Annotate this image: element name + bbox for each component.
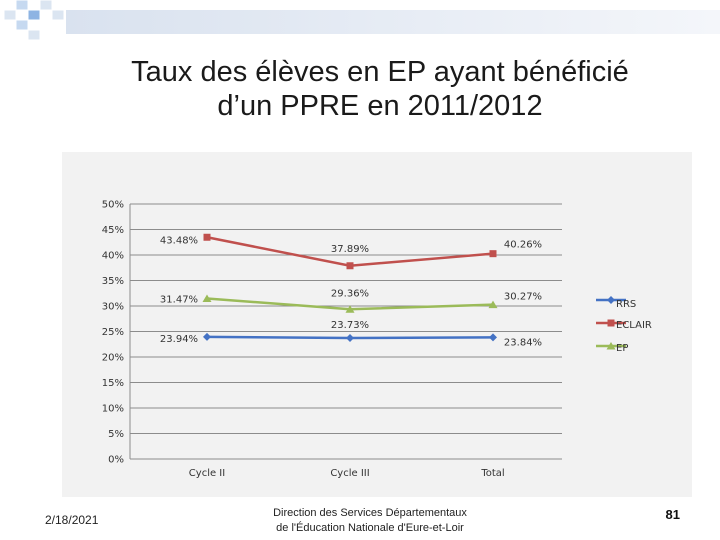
slide-title-line2: d’un PPRE en 2011/2012 bbox=[217, 90, 543, 122]
x-tick-label: Cycle II bbox=[189, 468, 225, 479]
data-point-rrs bbox=[203, 332, 211, 341]
y-tick-label: 35% bbox=[102, 276, 124, 287]
data-label-rrs: 23.94% bbox=[160, 334, 198, 345]
slide-title: Taux des élèves en EP ayant bénéficié d’… bbox=[40, 55, 720, 123]
y-tick-label: 5% bbox=[108, 429, 124, 440]
legend-marker-rrs bbox=[607, 296, 615, 304]
data-point-eclair bbox=[346, 262, 354, 270]
data-label-eclair: 37.89% bbox=[331, 244, 369, 255]
y-tick-label: 20% bbox=[102, 353, 124, 364]
legend-marker-eclair bbox=[607, 319, 615, 327]
data-label-rrs: 23.84% bbox=[504, 337, 542, 348]
page-number: 81 bbox=[665, 507, 680, 522]
y-tick-label: 50% bbox=[102, 200, 124, 211]
legend-entry-eclair: ECLAIR bbox=[616, 320, 652, 331]
legend-entry-rrs: RRS bbox=[616, 299, 636, 310]
data-point-rrs bbox=[346, 333, 354, 342]
legend-marker-ep bbox=[606, 342, 616, 350]
y-tick-label: 25% bbox=[102, 327, 124, 338]
data-point-ep bbox=[488, 300, 498, 309]
data-point-eclair bbox=[203, 233, 211, 241]
data-label-rrs: 23.73% bbox=[331, 320, 369, 331]
slide-title-line1: Taux des élèves en EP ayant bénéficié bbox=[131, 56, 629, 88]
data-point-ep bbox=[202, 294, 212, 303]
data-point-ep bbox=[345, 305, 355, 313]
y-tick-label: 10% bbox=[102, 404, 124, 415]
x-tick-label: Total bbox=[480, 468, 504, 479]
data-point-eclair bbox=[489, 250, 497, 258]
slide-footer: Direction des Services Départementaux de… bbox=[230, 506, 510, 536]
y-tick-label: 30% bbox=[102, 302, 124, 313]
data-label-eclair: 43.48% bbox=[160, 235, 198, 246]
data-label-eclair: 40.26% bbox=[504, 240, 542, 251]
footer-line2: de l'Éducation Nationale d'Eure-et-Loir bbox=[276, 522, 464, 534]
data-label-ep: 29.36% bbox=[331, 288, 369, 299]
y-tick-label: 40% bbox=[102, 251, 124, 262]
line-chart: 0% 5% 10% 15% 20% 25% 30% 35% 40% 45% 50% Cycle II C… bbox=[102, 200, 652, 480]
corner-decoration bbox=[3, 0, 720, 40]
legend-entry-ep: EP bbox=[616, 343, 628, 354]
chart-panel: 0% 5% 10% 15% 20% 25% 30% 35% 40% 45% 50% Cycle II C… bbox=[62, 152, 692, 497]
y-tick-label: 45% bbox=[102, 225, 124, 236]
footer-line1: Direction des Services Départementaux bbox=[273, 507, 467, 519]
data-label-ep: 31.47% bbox=[160, 295, 198, 306]
data-label-ep: 30.27% bbox=[504, 292, 542, 303]
y-tick-label: 15% bbox=[102, 378, 124, 389]
slide-date: 2/18/2021 bbox=[45, 513, 99, 527]
y-tick-label: 0% bbox=[108, 455, 124, 466]
data-point-rrs bbox=[489, 333, 497, 342]
x-tick-label: Cycle III bbox=[330, 468, 369, 479]
